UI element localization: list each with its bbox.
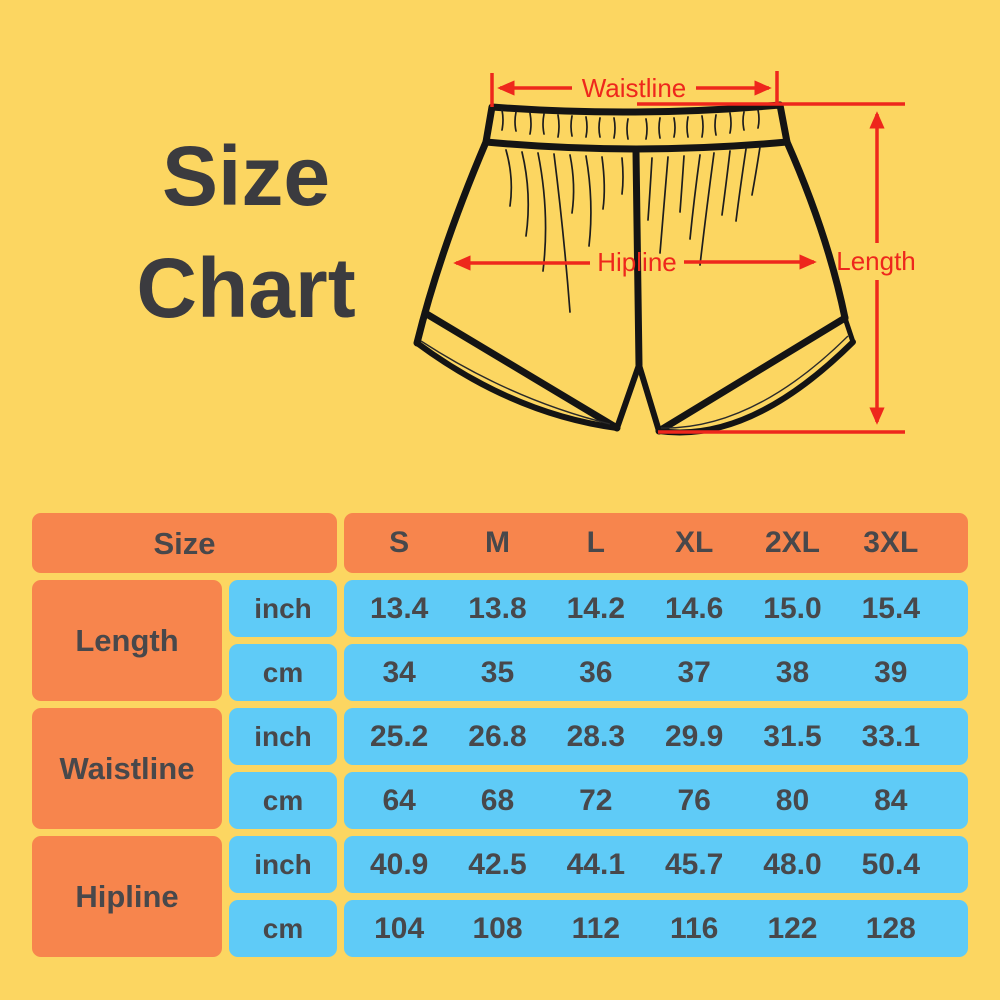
- size-value: 64: [382, 783, 416, 817]
- size-value: 33.1: [861, 719, 920, 753]
- length-dimension-label: Length: [836, 246, 916, 276]
- size-column-header: XL: [674, 526, 714, 559]
- size-value: 122: [767, 911, 818, 945]
- size-value: 37: [677, 655, 711, 689]
- size-value: 80: [775, 783, 810, 817]
- size-value: 39: [874, 655, 908, 689]
- unit-cell-length-inch: inch: [229, 580, 337, 637]
- row-label-waistline: Waistline: [32, 708, 222, 829]
- shorts-illustration: Waistline Hipline Length: [413, 71, 916, 436]
- size-value: 104: [374, 911, 425, 945]
- size-value: 14.6: [664, 591, 724, 625]
- unit-cell-length-cm: cm: [229, 644, 337, 701]
- values-waistline-cm: 64 68 72 76 80 84: [344, 772, 968, 829]
- size-value: 26.8: [468, 719, 527, 753]
- unit-label: inch: [254, 720, 312, 752]
- row-label-length: Length: [32, 580, 222, 701]
- size-value: 68: [480, 783, 515, 817]
- row-label-text: Hipline: [75, 879, 179, 914]
- dimension-annotations: Waistline Hipline Length: [453, 71, 916, 434]
- waistline-dimension-label: Waistline: [582, 73, 687, 103]
- size-column-header: S: [389, 526, 410, 559]
- table-corner-header: Size: [32, 513, 337, 573]
- size-value: 15.0: [763, 591, 822, 625]
- corner-header-label: Size: [153, 525, 216, 561]
- size-value: 76: [677, 783, 711, 817]
- page-title: Size Chart: [118, 120, 374, 344]
- size-value: 42.5: [468, 847, 527, 881]
- size-value: 128: [865, 911, 916, 945]
- size-value: 13.8: [468, 591, 527, 625]
- size-value: 116: [669, 911, 719, 945]
- size-value: 34: [382, 655, 416, 689]
- size-value: 35: [480, 655, 515, 689]
- size-value: 50.4: [861, 847, 920, 881]
- unit-label: cm: [262, 656, 304, 688]
- size-value: 48.0: [763, 847, 822, 881]
- size-value: 40.9: [369, 847, 429, 881]
- size-columns-header: S M L XL 2XL 3XL: [344, 513, 968, 573]
- size-column-header: L: [586, 526, 605, 559]
- size-column-header: M: [484, 526, 510, 559]
- unit-label: inch: [254, 592, 312, 624]
- title-line-1: Size: [161, 129, 331, 223]
- size-value: 31.5: [763, 719, 822, 753]
- size-value: 36: [579, 655, 613, 689]
- size-value: 28.3: [566, 719, 626, 753]
- unit-cell-hipline-inch: inch: [229, 836, 337, 893]
- size-value: 38: [775, 655, 810, 689]
- hipline-dimension-label: Hipline: [597, 247, 677, 277]
- values-hipline-inch: 40.9 42.5 44.1 45.7 48.0 50.4: [344, 836, 968, 893]
- size-value: 108: [472, 911, 523, 945]
- size-value: 72: [579, 783, 613, 817]
- values-hipline-cm: 104 108 112 116 122 128: [344, 900, 968, 957]
- size-value: 112: [571, 911, 621, 945]
- unit-label: inch: [254, 848, 312, 880]
- values-waistline-inch: 25.2 26.8 28.3 29.9 31.5 33.1: [344, 708, 968, 765]
- unit-cell-hipline-cm: cm: [229, 900, 337, 957]
- size-column-header: 2XL: [764, 526, 820, 559]
- row-label-text: Waistline: [59, 751, 195, 786]
- size-column-header: 3XL: [863, 526, 919, 559]
- unit-cell-waistline-cm: cm: [229, 772, 337, 829]
- size-value: 29.9: [664, 719, 724, 753]
- row-label-text: Length: [75, 623, 179, 658]
- size-table: Size S M L XL 2XL 3XL Length inch 13.4 1…: [32, 513, 968, 957]
- size-value: 84: [874, 783, 908, 817]
- size-value: 15.4: [861, 591, 920, 625]
- values-length-cm: 34 35 36 37 38 39: [344, 644, 968, 701]
- title-line-2: Chart: [136, 241, 356, 335]
- size-value: 25.2: [369, 719, 429, 753]
- unit-label: cm: [262, 912, 304, 944]
- size-value: 14.2: [566, 591, 626, 625]
- unit-label: cm: [262, 784, 304, 816]
- row-label-hipline: Hipline: [32, 836, 222, 957]
- fabric-creases: [501, 109, 761, 313]
- size-value: 13.4: [369, 591, 429, 625]
- size-value: 45.7: [664, 847, 724, 881]
- unit-cell-waistline-inch: inch: [229, 708, 337, 765]
- values-length-inch: 13.4 13.8 14.2 14.6 15.0 15.4: [344, 580, 968, 637]
- size-value: 44.1: [566, 847, 626, 881]
